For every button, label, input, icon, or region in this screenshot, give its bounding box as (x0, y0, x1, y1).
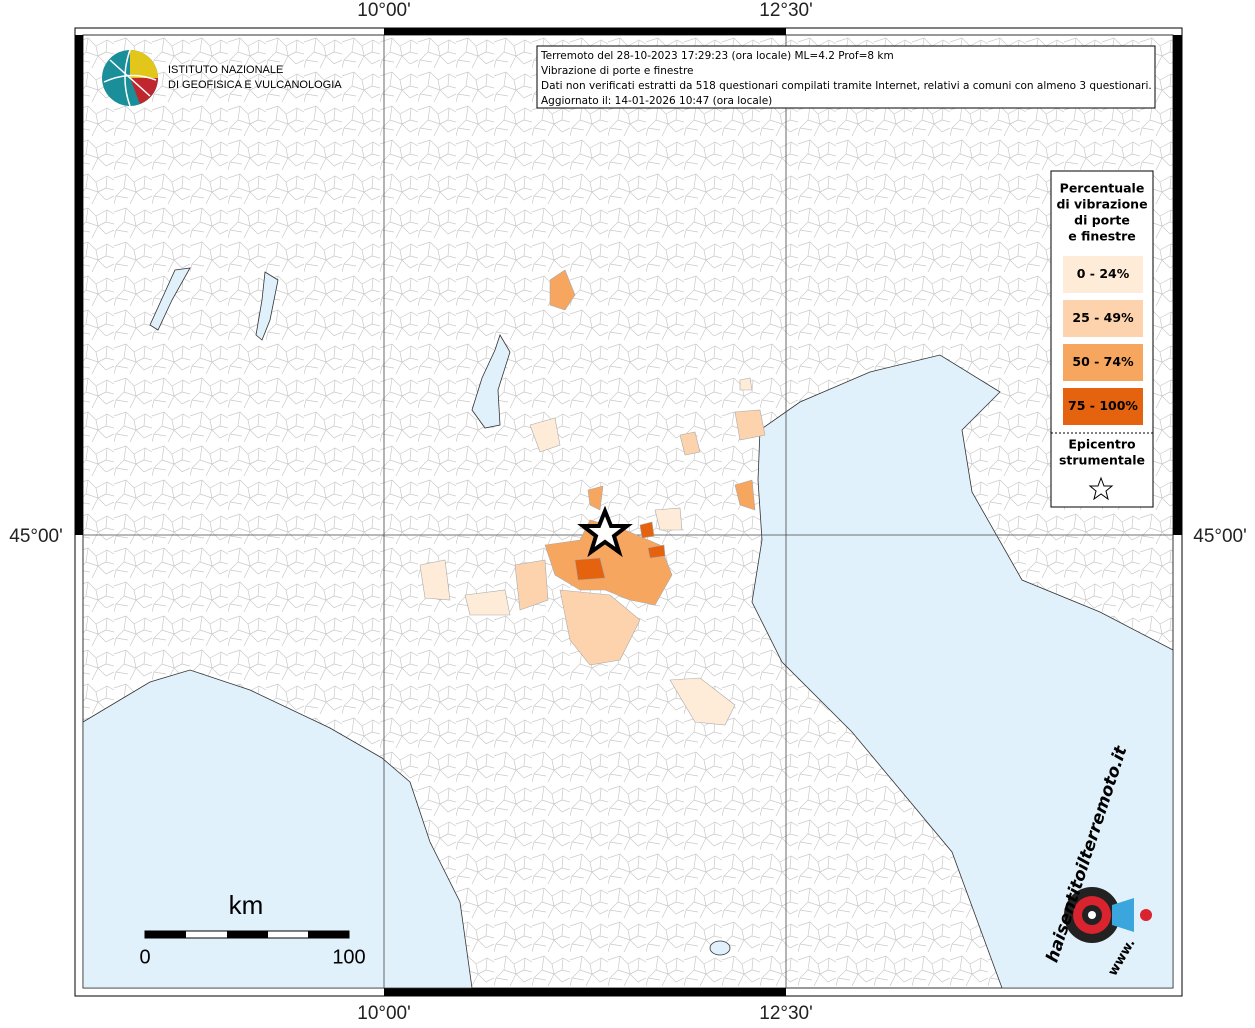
logo-text: ISTITUTO NAZIONALE (168, 64, 283, 76)
legend-swatch (1063, 388, 1143, 425)
ingv-logo: ISTITUTO NAZIONALE DI GEOFISICA E VULCAN… (102, 49, 342, 107)
felt-area (574, 557, 606, 581)
lat-label: 45°00' (1193, 526, 1247, 547)
felt-area (679, 431, 701, 456)
scale-label: 0 (139, 946, 150, 968)
lat-label: 45°00' (9, 526, 63, 547)
felt-area (654, 507, 683, 531)
tyrrhenian-sea (82, 669, 473, 989)
legend-label: 50 - 74% (1072, 354, 1134, 369)
felt-area (587, 485, 604, 511)
info-line: Dati non verificati estratti da 518 ques… (541, 80, 1152, 92)
scale-label: 100 (332, 946, 365, 968)
legend-title: di vibrazione (1056, 197, 1147, 212)
felt-area (529, 417, 561, 453)
scale-unit: km (229, 890, 264, 920)
lon-label: 12°30' (759, 1003, 813, 1024)
legend-label: 75 - 100% (1068, 398, 1138, 413)
felt-area (514, 559, 549, 611)
legend-box (1050, 170, 1154, 508)
lon-label: 10°00' (357, 0, 411, 21)
legend-swatch (1063, 344, 1143, 381)
legend-star (1088, 476, 1114, 501)
felt-area (544, 519, 673, 606)
lon-label: 12°30' (759, 0, 813, 21)
legend-label: 25 - 49% (1072, 310, 1134, 325)
adriatic-sea (751, 354, 1174, 989)
felt-area (734, 409, 766, 441)
legend-title: di porte (1074, 213, 1130, 228)
info-line: Terremoto del 28-10-2023 17:29:23 (ora l… (540, 50, 894, 62)
legend-label: 0 - 24% (1077, 266, 1130, 281)
felt-area (639, 521, 655, 539)
legend-swatch (1063, 256, 1143, 293)
info-line: Vibrazione di porte e finestre (541, 65, 694, 77)
felt-area (464, 589, 511, 616)
felt-area (647, 544, 666, 559)
legend-swatch (1063, 300, 1143, 337)
epicenter-star (577, 505, 633, 558)
scale-bar: km 0 100 (139, 890, 365, 968)
felt-area (419, 559, 451, 601)
info-line: Aggiornato il: 14-01-2026 10:47 (ora loc… (541, 95, 772, 107)
logo-text: DI GEOFISICA E VULCANOLOGIA (168, 79, 342, 91)
lake (471, 334, 511, 429)
felt-area (734, 479, 756, 511)
legend-epicenter: strumentale (1059, 453, 1145, 468)
legend-title: Percentuale (1060, 181, 1145, 196)
felt-areas (419, 269, 766, 726)
felt-area (739, 377, 753, 391)
lon-label: 10°00' (357, 1003, 411, 1024)
legend-title: e finestre (1068, 229, 1136, 244)
felt-area (559, 589, 641, 666)
legend-epicenter: Epicentro (1068, 437, 1136, 452)
felt-area (669, 677, 736, 726)
felt-area (549, 269, 576, 311)
info-box (536, 45, 1156, 109)
